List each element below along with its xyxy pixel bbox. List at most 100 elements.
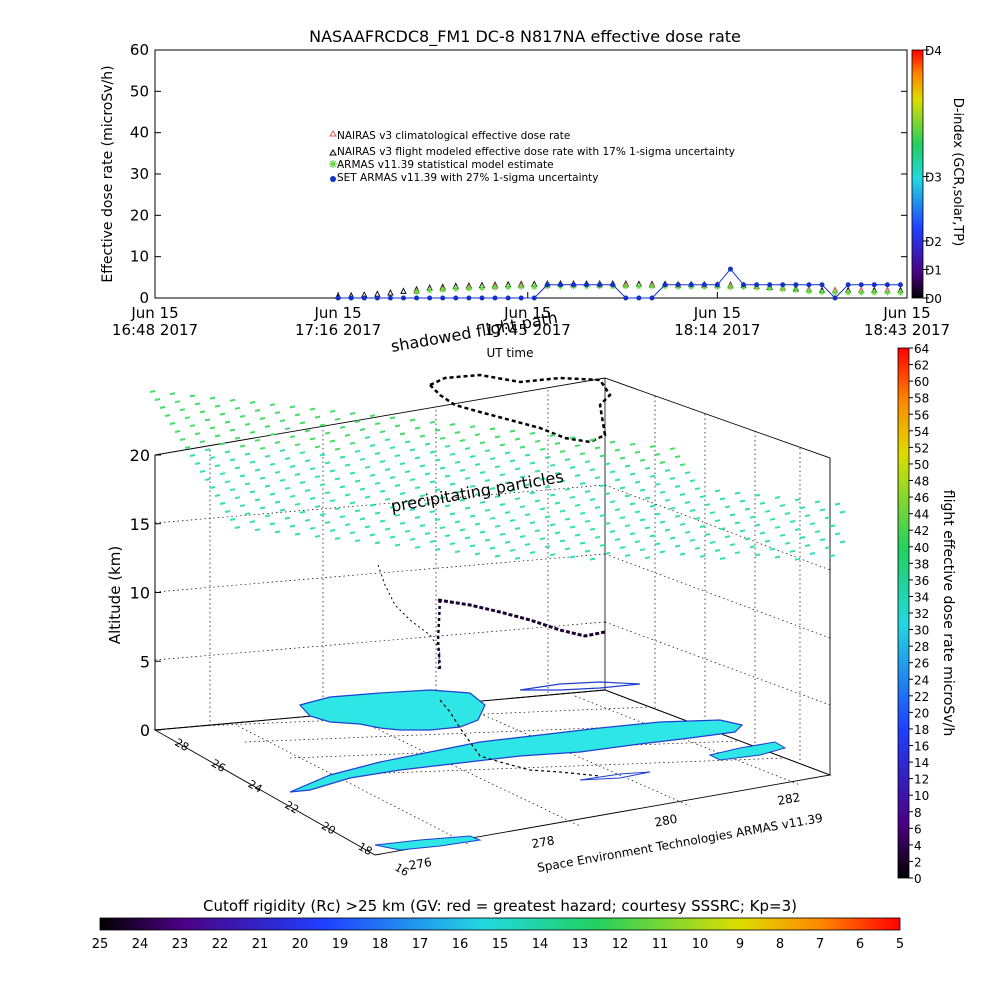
particle-mark <box>184 416 191 420</box>
particle-mark <box>754 553 761 557</box>
data-point-circle <box>466 295 472 301</box>
d-index-tick-label: D3 <box>925 170 942 184</box>
particle-mark <box>509 519 516 522</box>
lat-tick-label: 28 <box>172 736 191 754</box>
particle-mark <box>434 548 441 551</box>
particle-mark <box>524 513 531 517</box>
particle-mark <box>414 486 421 490</box>
rigidity-colorbar <box>99 917 901 931</box>
3d-box-walls <box>154 377 831 776</box>
dose-tick-label: 22 <box>914 690 929 704</box>
particle-mark <box>394 543 401 547</box>
rigidity-tick-label: 8 <box>776 937 784 952</box>
particle-mark <box>679 463 686 467</box>
particle-mark <box>349 412 356 415</box>
particle-mark <box>654 542 661 546</box>
particle-mark <box>584 549 591 553</box>
particle-mark <box>349 531 356 535</box>
particle-mark <box>799 536 806 539</box>
particle-mark <box>204 448 211 452</box>
particle-mark <box>494 435 501 439</box>
particle-mark <box>669 506 676 510</box>
particle-mark <box>454 550 461 554</box>
particle-mark <box>244 512 251 516</box>
particle-mark <box>189 424 196 428</box>
particle-mark <box>539 507 546 511</box>
data-point-circle <box>414 295 420 301</box>
particle-mark <box>684 471 691 475</box>
particle-mark <box>574 503 581 507</box>
particle-mark <box>819 538 826 542</box>
particle-mark <box>319 453 326 457</box>
particle-mark <box>459 528 466 532</box>
particle-mark <box>394 454 401 458</box>
particle-mark <box>834 532 841 536</box>
particle-mark <box>494 524 501 528</box>
particle-mark <box>294 502 301 506</box>
series-line-set-armas <box>338 268 901 299</box>
d-index-tick-label: D4 <box>925 44 942 58</box>
particle-mark <box>164 414 171 417</box>
particle-mark <box>789 549 796 553</box>
rigidity-tick-label: 17 <box>412 937 429 952</box>
particle-mark <box>814 530 821 534</box>
particle-mark <box>374 541 381 545</box>
particle-mark <box>284 457 291 460</box>
particle-mark <box>544 515 551 519</box>
z-tick-label: 15 <box>130 515 150 534</box>
data-point-circle <box>374 295 380 301</box>
dose-tick-label: 48 <box>914 475 929 489</box>
particle-mark <box>454 490 461 494</box>
particle-mark <box>699 525 706 528</box>
y-tick-label: 40 <box>130 124 149 142</box>
data-point-asterisk <box>858 289 865 296</box>
particle-mark <box>279 419 286 423</box>
legend-item-set-armas: SET ARMAS v11.39 with 27% 1-sigma uncert… <box>330 172 599 184</box>
particle-mark <box>209 456 216 460</box>
3d-altitude-label: Altitude (km) <box>106 546 124 644</box>
data-point-asterisk <box>884 289 891 296</box>
particle-mark <box>169 392 176 396</box>
particle-mark <box>584 519 591 523</box>
particle-mark <box>319 513 326 516</box>
x-tick-label-date: Jun 15 <box>130 304 178 322</box>
legend-marker-flight-modeled <box>329 149 337 156</box>
particle-mark <box>319 423 326 427</box>
particle-mark <box>804 514 811 518</box>
particle-mark <box>484 508 491 512</box>
particle-mark <box>399 432 406 436</box>
particle-mark <box>464 447 471 450</box>
dose-tick-label: 0 <box>914 872 922 886</box>
particle-mark <box>629 442 636 446</box>
particle-mark <box>554 471 561 475</box>
particle-mark <box>424 502 431 506</box>
particle-mark <box>764 539 771 543</box>
particle-mark <box>234 406 241 410</box>
particle-mark <box>169 422 176 425</box>
particle-mark <box>359 487 366 491</box>
rigidity-tick-label: 20 <box>292 937 309 952</box>
particle-mark <box>504 451 511 455</box>
data-point-circle <box>727 266 733 272</box>
particle-mark <box>629 502 636 506</box>
z-tick-label: 5 <box>140 652 150 671</box>
particle-mark <box>334 507 341 511</box>
particle-mark <box>674 544 681 548</box>
particle-mark <box>399 521 406 525</box>
particle-mark <box>624 524 631 528</box>
flight-path-vertical <box>436 599 442 671</box>
particle-mark <box>264 454 271 458</box>
particle-mark <box>294 473 301 476</box>
particle-mark <box>559 450 566 453</box>
data-point-circle <box>714 282 720 288</box>
particle-mark <box>554 442 561 445</box>
particle-mark <box>534 469 541 473</box>
particle-mark <box>679 552 686 556</box>
particle-mark <box>739 499 746 503</box>
dose-tick-label: 38 <box>914 557 929 571</box>
particle-mark <box>399 462 406 466</box>
particle-mark <box>619 456 626 460</box>
top-x-axis-label: UT time <box>486 346 533 360</box>
particle-mark <box>244 482 251 486</box>
particle-mark <box>439 526 446 530</box>
